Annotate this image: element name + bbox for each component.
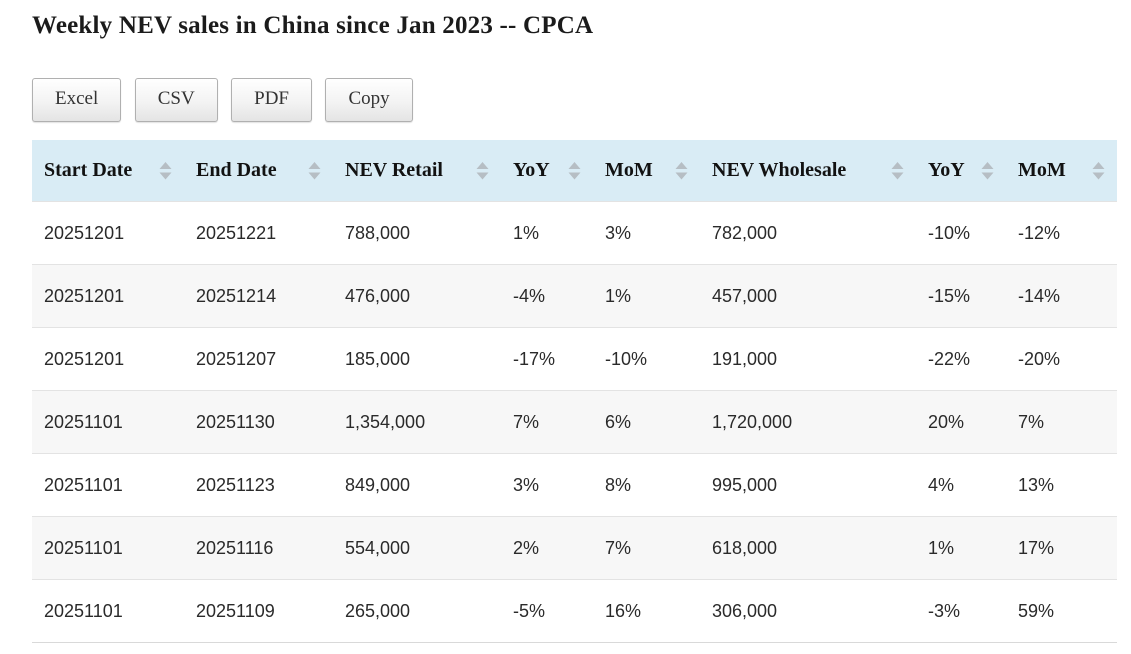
- cell-start-date: 20251101: [32, 390, 184, 454]
- table-row: 20251101 20251130 1,354,000 7% 6% 1,720,000 20…: [32, 390, 1117, 454]
- sort-icon: [159, 161, 172, 180]
- cell-start-date: 20251201: [32, 264, 184, 328]
- table-row: 20251201 20251214 476,000 -4% 1% 457,000 -15% -…: [32, 264, 1117, 328]
- sort-icon: [568, 161, 581, 180]
- sort-icon: [891, 161, 904, 180]
- column-header-label: End Date: [196, 159, 277, 181]
- cell-nev-retail: 849,000: [333, 453, 501, 517]
- cell-wholesale-mom: 7%: [1006, 390, 1117, 454]
- table-body: 20251201 20251221 788,000 1% 3% 782,000 -10% -1…: [32, 201, 1117, 644]
- cell-retail-mom: 16%: [593, 579, 700, 644]
- cell-nev-retail: 265,000: [333, 579, 501, 644]
- column-header-start-date[interactable]: Start Date: [32, 139, 184, 202]
- table-row: 20251101 20251109 265,000 -5% 16% 306,000 -3% 5…: [32, 579, 1117, 644]
- cell-retail-yoy: 7%: [501, 390, 593, 454]
- cell-nev-wholesale: 618,000: [700, 516, 916, 580]
- cell-end-date: 20251123: [184, 453, 333, 517]
- table-row: 20251101 20251116 554,000 2% 7% 618,000 1% 17%: [32, 516, 1117, 580]
- cell-retail-yoy: 1%: [501, 201, 593, 265]
- pdf-button[interactable]: PDF: [231, 77, 312, 122]
- column-header-wholesale-mom[interactable]: MoM: [1006, 139, 1117, 202]
- column-header-label: YoY: [513, 159, 550, 181]
- sort-icon: [1092, 161, 1105, 180]
- table-row: 20251201 20251221 788,000 1% 3% 782,000 -10% -1…: [32, 201, 1117, 265]
- cell-end-date: 20251130: [184, 390, 333, 454]
- column-header-retail-mom[interactable]: MoM: [593, 139, 700, 202]
- cell-retail-yoy: -5%: [501, 579, 593, 644]
- cell-retail-mom: 1%: [593, 264, 700, 328]
- table-row: 20251201 20251207 185,000 -17% -10% 191,000 -2…: [32, 327, 1117, 391]
- cell-wholesale-mom: 17%: [1006, 516, 1117, 580]
- cell-nev-wholesale: 457,000: [700, 264, 916, 328]
- cell-wholesale-mom: 13%: [1006, 453, 1117, 517]
- cell-nev-retail: 554,000: [333, 516, 501, 580]
- csv-button[interactable]: CSV: [134, 77, 218, 122]
- cell-wholesale-yoy: -3%: [916, 579, 1006, 644]
- export-toolbar: Excel CSV PDF Copy: [32, 77, 1117, 122]
- cell-retail-mom: -10%: [593, 327, 700, 391]
- cell-wholesale-yoy: -15%: [916, 264, 1006, 328]
- cell-retail-yoy: -17%: [501, 327, 593, 391]
- column-header-label: MoM: [605, 159, 653, 181]
- header-row: Start Date End Date NEV Retail: [32, 139, 1117, 202]
- cell-start-date: 20251101: [32, 516, 184, 580]
- sort-icon: [981, 161, 994, 180]
- column-header-retail-yoy[interactable]: YoY: [501, 139, 593, 202]
- cell-retail-yoy: -4%: [501, 264, 593, 328]
- excel-button[interactable]: Excel: [32, 77, 122, 122]
- cell-wholesale-yoy: -22%: [916, 327, 1006, 391]
- column-header-label: NEV Retail: [345, 159, 443, 181]
- cell-retail-mom: 7%: [593, 516, 700, 580]
- cell-nev-wholesale: 1,720,000: [700, 390, 916, 454]
- cell-wholesale-yoy: 4%: [916, 453, 1006, 517]
- column-header-nev-retail[interactable]: NEV Retail: [333, 139, 501, 202]
- column-header-nev-wholesale[interactable]: NEV Wholesale: [700, 139, 916, 202]
- column-header-label: NEV Wholesale: [712, 159, 847, 181]
- table-header: Start Date End Date NEV Retail: [32, 139, 1117, 202]
- column-header-end-date[interactable]: End Date: [184, 139, 333, 202]
- cell-nev-retail: 476,000: [333, 264, 501, 328]
- table-row: 20251101 20251123 849,000 3% 8% 995,000 4% 13%: [32, 453, 1117, 517]
- cell-wholesale-yoy: 1%: [916, 516, 1006, 580]
- nev-sales-table: Start Date End Date NEV Retail: [32, 139, 1117, 644]
- sort-icon: [675, 161, 688, 180]
- cell-start-date: 20251201: [32, 327, 184, 391]
- cell-wholesale-yoy: 20%: [916, 390, 1006, 454]
- cell-nev-retail: 788,000: [333, 201, 501, 265]
- cell-start-date: 20251101: [32, 453, 184, 517]
- cell-nev-wholesale: 191,000: [700, 327, 916, 391]
- column-header-label: YoY: [928, 159, 965, 181]
- sort-icon: [476, 161, 489, 180]
- cell-start-date: 20251201: [32, 201, 184, 265]
- cell-end-date: 20251116: [184, 516, 333, 580]
- column-header-label: MoM: [1018, 159, 1066, 181]
- cell-wholesale-mom: -12%: [1006, 201, 1117, 265]
- cell-nev-retail: 1,354,000: [333, 390, 501, 454]
- cell-retail-mom: 6%: [593, 390, 700, 454]
- sort-icon: [308, 161, 321, 180]
- cell-nev-wholesale: 995,000: [700, 453, 916, 517]
- cell-end-date: 20251214: [184, 264, 333, 328]
- column-header-label: Start Date: [44, 159, 133, 181]
- cell-retail-yoy: 3%: [501, 453, 593, 517]
- cell-retail-mom: 8%: [593, 453, 700, 517]
- cell-wholesale-yoy: -10%: [916, 201, 1006, 265]
- page-title: Weekly NEV sales in China since Jan 2023…: [32, 12, 594, 39]
- cell-start-date: 20251101: [32, 579, 184, 644]
- cell-retail-mom: 3%: [593, 201, 700, 265]
- cell-wholesale-mom: 59%: [1006, 579, 1117, 644]
- cell-wholesale-mom: -20%: [1006, 327, 1117, 391]
- cell-end-date: 20251207: [184, 327, 333, 391]
- cell-nev-wholesale: 306,000: [700, 579, 916, 644]
- cell-nev-retail: 185,000: [333, 327, 501, 391]
- cell-end-date: 20251221: [184, 201, 333, 265]
- cell-end-date: 20251109: [184, 579, 333, 644]
- cell-retail-yoy: 2%: [501, 516, 593, 580]
- cell-nev-wholesale: 782,000: [700, 201, 916, 265]
- column-header-wholesale-yoy[interactable]: YoY: [916, 139, 1006, 202]
- copy-button[interactable]: Copy: [325, 77, 413, 122]
- cell-wholesale-mom: -14%: [1006, 264, 1117, 328]
